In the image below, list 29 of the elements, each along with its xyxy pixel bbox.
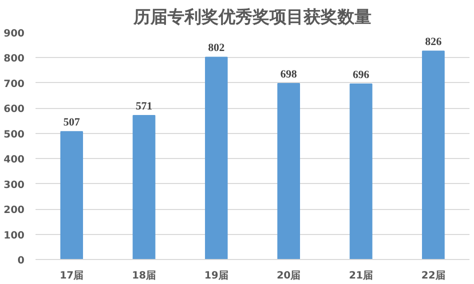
bar (60, 131, 84, 260)
data-label: 802 (208, 42, 226, 54)
y-tick-label: 900 (4, 28, 25, 40)
x-tick-label: 22届 (421, 270, 446, 282)
chart-title: 历届专利奖优秀奖项目获奖数量 (132, 8, 372, 28)
bar (422, 50, 445, 260)
x-tick-label: 20届 (276, 270, 301, 282)
y-tick-label: 600 (4, 104, 25, 116)
bar (350, 83, 372, 260)
data-label: 696 (352, 68, 370, 81)
data-label: 826 (425, 36, 442, 48)
data-label: 698 (280, 68, 298, 80)
y-tick-label: 800 (4, 54, 25, 65)
x-tick-label: 17届 (60, 270, 84, 282)
data-label: 571 (136, 100, 152, 112)
bar (277, 82, 300, 260)
y-tick-label: 400 (4, 154, 25, 166)
x-tick-label: 18届 (132, 270, 156, 282)
data-label: 507 (63, 116, 80, 129)
y-tick-label: 200 (4, 205, 25, 216)
y-tick-label: 0 (18, 256, 25, 266)
y-tick-label: 100 (4, 230, 25, 242)
x-tick-label: 21届 (349, 270, 373, 282)
x-tick-label: 19届 (204, 270, 228, 282)
bar (204, 56, 228, 260)
y-tick-label: 500 (4, 129, 25, 140)
y-tick-label: 300 (4, 180, 25, 191)
bar (132, 114, 156, 260)
y-tick-label: 700 (4, 78, 25, 90)
